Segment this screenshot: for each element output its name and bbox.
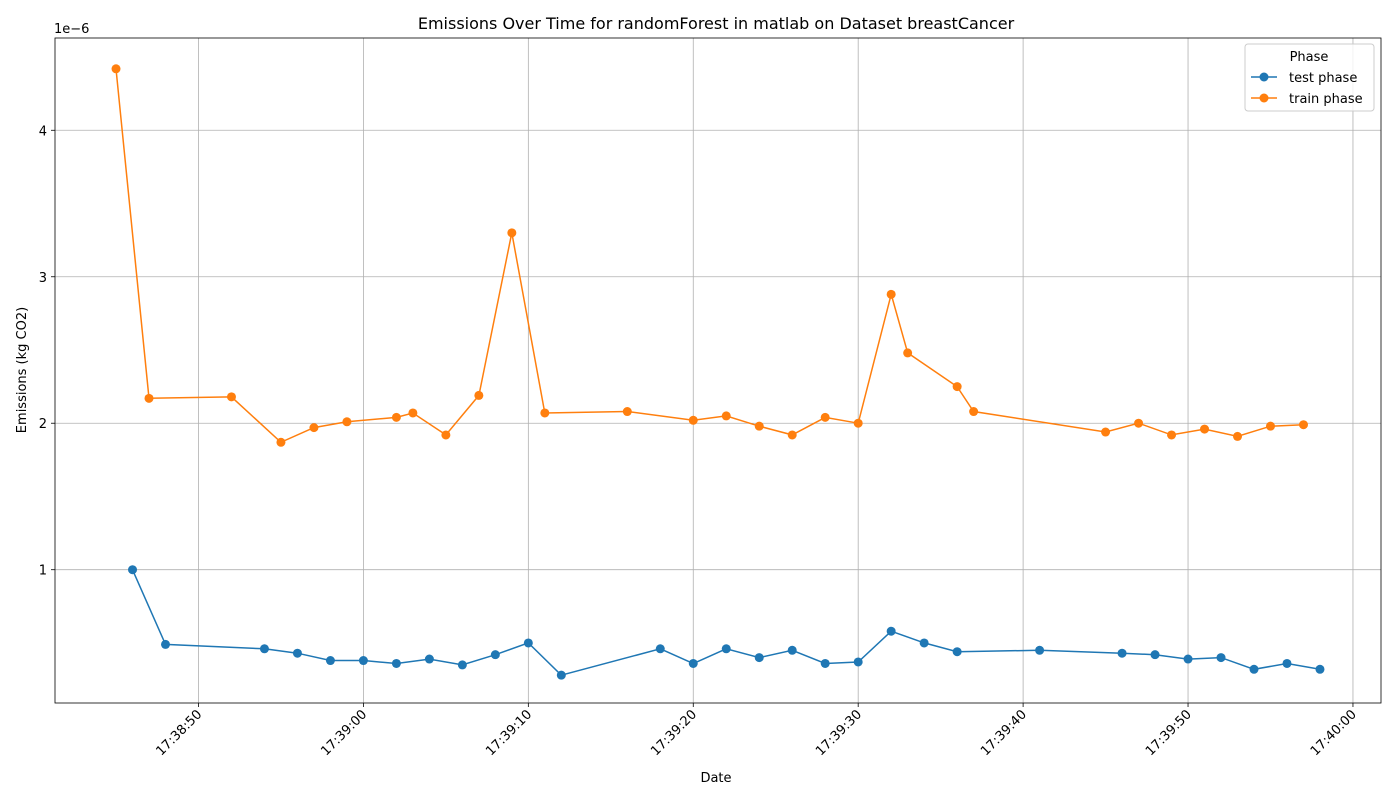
test-phase-point	[754, 653, 764, 663]
train-phase-point	[309, 423, 319, 433]
test-phase-point	[556, 670, 566, 680]
test-phase-point	[820, 658, 830, 668]
x-tick-label: 17:40:00	[1308, 707, 1360, 759]
test-phase-line	[131, 569, 1321, 677]
test-phase-point	[424, 654, 434, 664]
train-phase-point	[721, 411, 731, 421]
test-phase-point	[1249, 664, 1259, 674]
y-tick-label: 3	[39, 271, 47, 286]
train-phase-point	[276, 437, 286, 447]
test-phase-point	[358, 656, 368, 666]
test-phase-point	[1150, 650, 1160, 660]
x-axis: 17:38:50 17:39:00 17:39:10 17:39:20 17:39:30…	[153, 703, 1360, 759]
test-phase-point	[523, 638, 533, 648]
train-phase-point	[622, 407, 632, 417]
train-phase-point	[474, 390, 484, 400]
train-phase-point	[952, 382, 962, 392]
train-phase-point	[886, 289, 896, 299]
test-phase-point	[688, 658, 698, 668]
train-phase-point	[1134, 418, 1144, 428]
legend: Phase test phase train phase	[1244, 43, 1375, 112]
test-phase-point	[787, 645, 797, 655]
test-phase-point	[1117, 648, 1127, 658]
test-phase-point	[919, 638, 929, 648]
train-phase-point	[144, 393, 154, 403]
train-phase-point	[111, 64, 121, 74]
x-tick-label: 17:39:50	[1143, 707, 1195, 759]
test-phase-point	[1216, 653, 1226, 663]
train-phase-point	[903, 348, 913, 358]
train-phase-legend-marker	[1259, 93, 1269, 103]
train-phase-point	[853, 418, 863, 428]
train-phase-point	[1298, 420, 1308, 430]
y-offset-label: 1e−6	[54, 22, 89, 37]
train-phase-point	[408, 408, 418, 418]
train-phase-line	[115, 68, 1304, 444]
test-phase-point	[886, 626, 896, 636]
y-tick-label: 2	[39, 417, 47, 432]
train-phase-point	[441, 430, 451, 440]
train-phase-point	[1233, 431, 1243, 441]
chart-title: Emissions Over Time for randomForest in …	[418, 14, 1015, 33]
plot-frame	[54, 37, 1382, 704]
train-phase-point	[540, 408, 550, 418]
train-phase-point	[820, 412, 830, 422]
train-phase-point	[969, 407, 979, 417]
x-tick-label: 17:39:40	[978, 707, 1030, 759]
x-tick-label: 17:39:30	[813, 707, 865, 759]
x-axis-label: Date	[700, 771, 731, 786]
train-phase-point	[1167, 430, 1177, 440]
legend-box	[1244, 43, 1375, 112]
x-tick-label: 17:38:50	[153, 707, 205, 759]
test-phase-legend-label: test phase	[1289, 71, 1357, 86]
train-phase-point	[1266, 421, 1275, 431]
test-phase-legend-marker	[1259, 72, 1269, 82]
y-tick-label: 4	[39, 124, 47, 139]
train-phase-point	[1101, 427, 1111, 437]
train-phase-point	[507, 228, 517, 238]
test-phase-point	[128, 565, 138, 575]
train-phase-point	[787, 430, 797, 440]
train-phase-point	[342, 417, 352, 427]
test-phase-point	[1282, 658, 1292, 668]
test-phase-point	[952, 647, 962, 657]
x-tick-label: 17:39:10	[483, 707, 535, 759]
test-phase-point	[853, 657, 863, 667]
test-phase-point	[1315, 664, 1325, 674]
legend-title: Phase	[1290, 50, 1329, 65]
x-tick-label: 17:39:20	[648, 707, 700, 759]
test-phase-point	[490, 650, 500, 660]
y-axis: 1 2 3 4	[39, 124, 55, 579]
y-tick-label: 1	[39, 564, 47, 579]
train-phase-point	[226, 392, 236, 402]
test-phase-point	[325, 656, 335, 666]
train-phase-legend-label: train phase	[1289, 92, 1363, 107]
test-phase-point	[292, 648, 302, 658]
train-phase-point	[391, 412, 401, 422]
x-tick-label: 17:39:00	[318, 707, 370, 759]
test-phase-series	[128, 565, 1325, 680]
test-phase-point	[1183, 654, 1193, 664]
test-phase-point	[457, 660, 467, 670]
test-phase-point	[391, 658, 401, 668]
test-phase-point	[161, 639, 170, 649]
series-layer	[111, 64, 1325, 680]
train-phase-point	[754, 421, 764, 431]
test-phase-point	[655, 644, 665, 654]
train-phase-series	[111, 64, 1308, 447]
grid-lines	[55, 38, 1381, 703]
test-phase-point	[259, 644, 269, 654]
test-phase-point	[1035, 645, 1045, 655]
test-phase-point	[721, 644, 731, 654]
y-axis-label: Emissions (kg CO2)	[15, 307, 30, 433]
train-phase-point	[1200, 424, 1210, 434]
train-phase-point	[688, 415, 698, 425]
